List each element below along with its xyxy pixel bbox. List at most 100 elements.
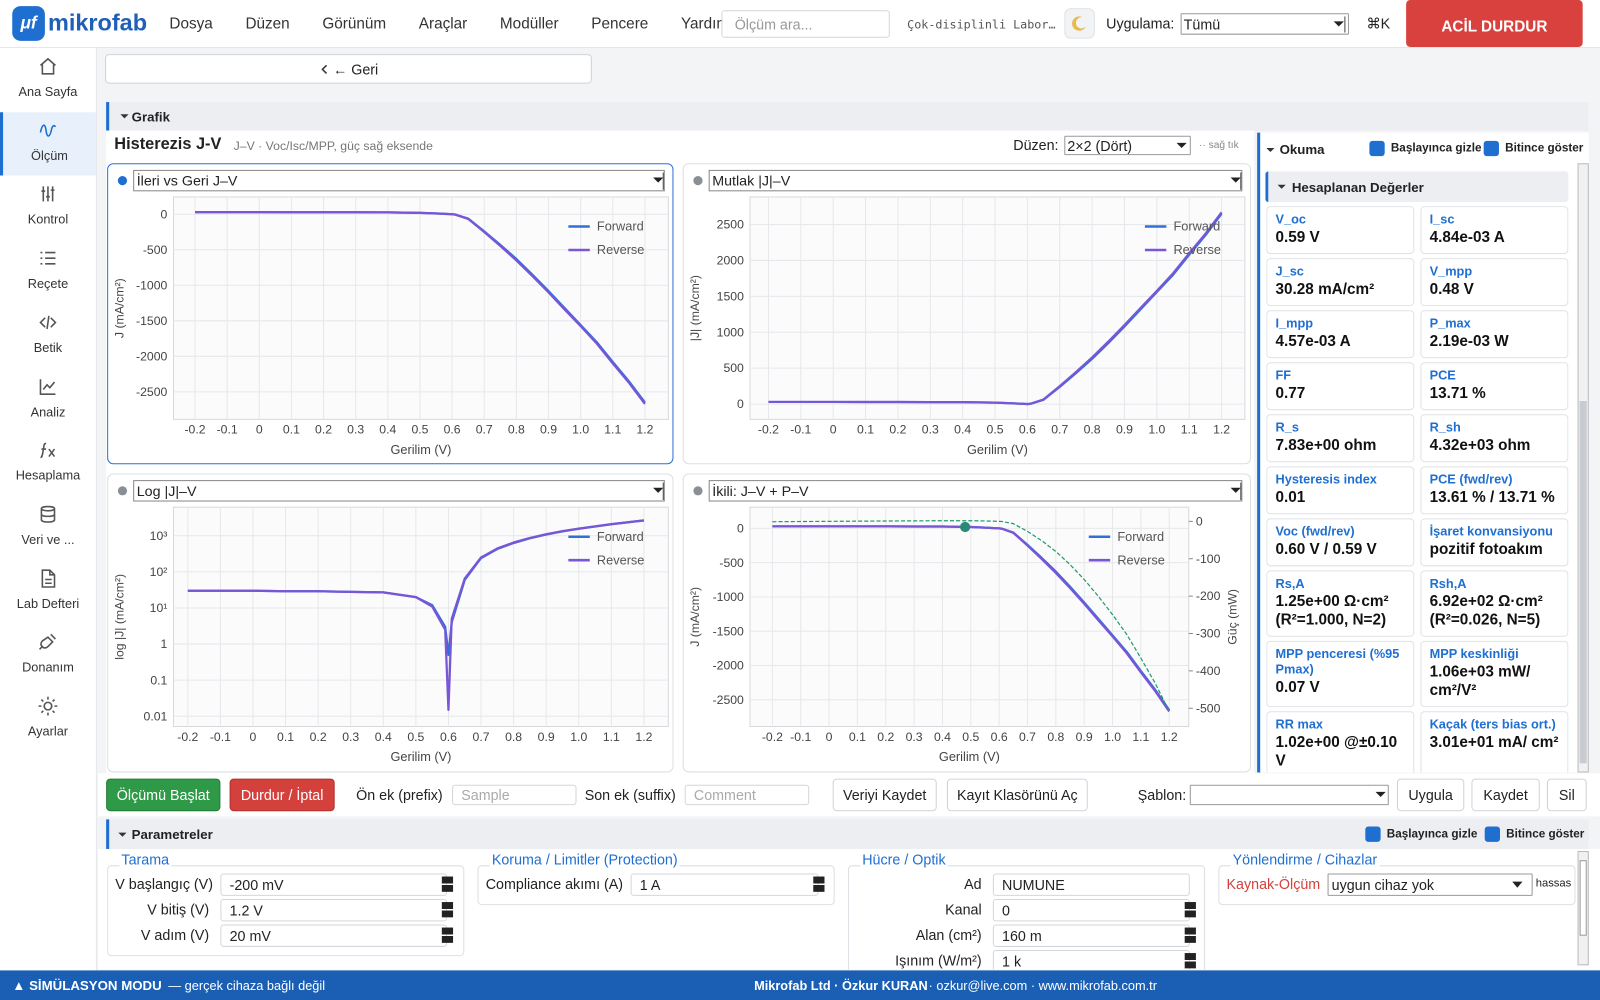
- nav-item[interactable]: Ölçüm: [0, 111, 96, 176]
- param-input[interactable]: 20 mV: [220, 924, 447, 947]
- nav-item[interactable]: Kontrol: [0, 176, 96, 239]
- chart-select[interactable]: [133, 480, 665, 502]
- x-tick-label: 1.0: [570, 730, 587, 744]
- param-input[interactable]: 1.2 V: [220, 898, 447, 922]
- menu-item[interactable]: Araçlar: [418, 15, 468, 33]
- y-tick-label: 1000: [717, 325, 744, 339]
- x-axis-label: Gerilim (V): [390, 442, 451, 457]
- prefix-label: Ön ek (prefix): [356, 786, 443, 804]
- readout-title: Okuma: [1279, 141, 1325, 158]
- nav-item[interactable]: Ayarlar: [0, 688, 96, 751]
- card-value: 6.92e+02 Ω·cm² (R²=0.026, N=5): [1429, 592, 1543, 629]
- prefix-input[interactable]: Sample: [452, 784, 577, 806]
- menu-item[interactable]: Modüller: [499, 15, 559, 33]
- hide-toggle[interactable]: Başlayınca gizle: [1365, 826, 1477, 842]
- computed-header[interactable]: Hesaplanan Değerler: [1265, 171, 1569, 203]
- template-label: Şablon:: [1137, 786, 1187, 804]
- nav-item[interactable]: Lab Defteri: [0, 560, 96, 623]
- chart-title: İleri vs Geri J–V: [137, 172, 238, 190]
- params-header[interactable]: Parametreler: [106, 819, 1589, 849]
- icon-shape: [41, 186, 55, 202]
- nav-item[interactable]: Hesaplama: [0, 432, 96, 495]
- x-tick-label: 1.0: [572, 423, 589, 437]
- chart-select[interactable]: [708, 169, 1243, 192]
- card-value: 1.02e+00 @±0.10 V: [1275, 733, 1398, 770]
- logo[interactable]: mikrofab: [47, 9, 148, 36]
- open-folder-button[interactable]: Kayıt Klasörünü Aç: [946, 778, 1088, 812]
- emergency-stop[interactable]: ACİL DURDUR: [1406, 0, 1583, 47]
- spinner[interactable]: [441, 876, 454, 892]
- spinner[interactable]: [441, 902, 454, 918]
- chart-select[interactable]: [708, 480, 1243, 502]
- scrollbar[interactable]: [1577, 163, 1589, 773]
- nav-item[interactable]: Analiz: [0, 368, 96, 431]
- save-data-button[interactable]: Veriyi Kaydet: [832, 778, 937, 812]
- logo-icon[interactable]: μf: [12, 6, 45, 41]
- nav-item[interactable]: Ana Sayfa: [0, 48, 96, 111]
- nav-item[interactable]: Betik: [0, 304, 96, 367]
- app-select[interactable]: Tümü: [1180, 13, 1349, 35]
- scrollbar[interactable]: [1577, 851, 1589, 966]
- x-tick-label: 0.4: [375, 730, 392, 744]
- param-input[interactable]: 1 k: [992, 949, 1190, 970]
- nav-item[interactable]: Veri ve ...: [0, 496, 96, 559]
- stop-button[interactable]: Durdur / İptal: [229, 778, 335, 812]
- panel-dot: [117, 486, 128, 496]
- menu-item[interactable]: Yardım: [680, 15, 730, 33]
- collapse-icon: [1277, 184, 1286, 189]
- spinner[interactable]: [1184, 953, 1196, 969]
- spinner[interactable]: [813, 876, 825, 892]
- x-tick-label: 0.6: [444, 423, 461, 437]
- nav-item[interactable]: Donanım: [0, 624, 96, 687]
- menu-item[interactable]: Dosya: [169, 15, 213, 33]
- legend-label: Reverse: [597, 552, 644, 567]
- param-input[interactable]: 160 m: [992, 924, 1190, 947]
- plot-area: [172, 196, 669, 420]
- apply-button[interactable]: Uygula: [1396, 778, 1465, 812]
- spinner[interactable]: [1184, 927, 1196, 943]
- value-card: MPP penceresi (%95 Pmax) 0.07 V: [1266, 640, 1415, 708]
- delete-button[interactable]: Sil: [1546, 778, 1587, 812]
- x-tick-label: 1.2: [1161, 730, 1178, 744]
- param-input[interactable]: 0: [992, 898, 1190, 922]
- nav-item[interactable]: Reçete: [0, 240, 96, 303]
- nav-icon: [40, 442, 56, 459]
- menu-item[interactable]: Görünüm: [322, 15, 387, 33]
- legend-label: Forward: [597, 219, 644, 234]
- x-tick-label: 1.0: [1148, 423, 1165, 437]
- theme-toggle[interactable]: [1064, 8, 1095, 39]
- param-input[interactable]: 1 A: [630, 873, 819, 896]
- show-toggle[interactable]: Bitince göster: [1483, 140, 1583, 157]
- x-tick-label: 0.9: [1116, 423, 1133, 437]
- search-input[interactable]: Ölçüm ara...: [721, 10, 890, 38]
- graph-section-header[interactable]: Grafik: [106, 102, 1589, 131]
- spinner[interactable]: [441, 927, 454, 943]
- hide-toggle[interactable]: Başlayınca gizle: [1369, 140, 1481, 157]
- show-toggle[interactable]: Bitince göster: [1484, 826, 1584, 842]
- menu-item[interactable]: Düzen: [245, 15, 290, 33]
- card-label: Kaçak (ters bias ort.): [1429, 717, 1556, 732]
- chart-panel: İleri vs Geri J–V -0.2 -0.1 0 0.1 0.2 0.3 0.4 0.…: [107, 163, 674, 465]
- menu-item[interactable]: Pencere: [591, 15, 649, 33]
- param-input[interactable]: uygun cihaz yok: [1327, 873, 1533, 896]
- layout-select[interactable]: 2×2 (Dört): [1064, 135, 1191, 156]
- readout-header[interactable]: Okuma: [1265, 141, 1325, 158]
- back-button[interactable]: ← Geri: [105, 54, 592, 84]
- spinner[interactable]: [1184, 902, 1196, 918]
- nav-icon: [38, 696, 58, 716]
- value-card: R_s 7.83e+00 ohm: [1266, 414, 1415, 463]
- param-group: [107, 865, 465, 957]
- x-tick-label: 0.3: [347, 423, 364, 437]
- chart-select[interactable]: [133, 169, 665, 192]
- save-button[interactable]: Kaydet: [1471, 778, 1540, 812]
- start-button[interactable]: Ölçümü Başlat: [106, 778, 221, 812]
- dropdown-arrow: [1230, 487, 1241, 493]
- nav-icon: [39, 57, 56, 75]
- template-select[interactable]: [1189, 784, 1389, 806]
- suffix-input[interactable]: Comment: [684, 784, 810, 806]
- param-input[interactable]: -200 mV: [220, 873, 447, 896]
- param-input[interactable]: NUMUNE: [992, 873, 1190, 896]
- x-axis-label: Gerilim (V): [390, 749, 451, 764]
- nav-label: Betik: [33, 340, 63, 355]
- app-label: Uygulama:: [1106, 15, 1175, 32]
